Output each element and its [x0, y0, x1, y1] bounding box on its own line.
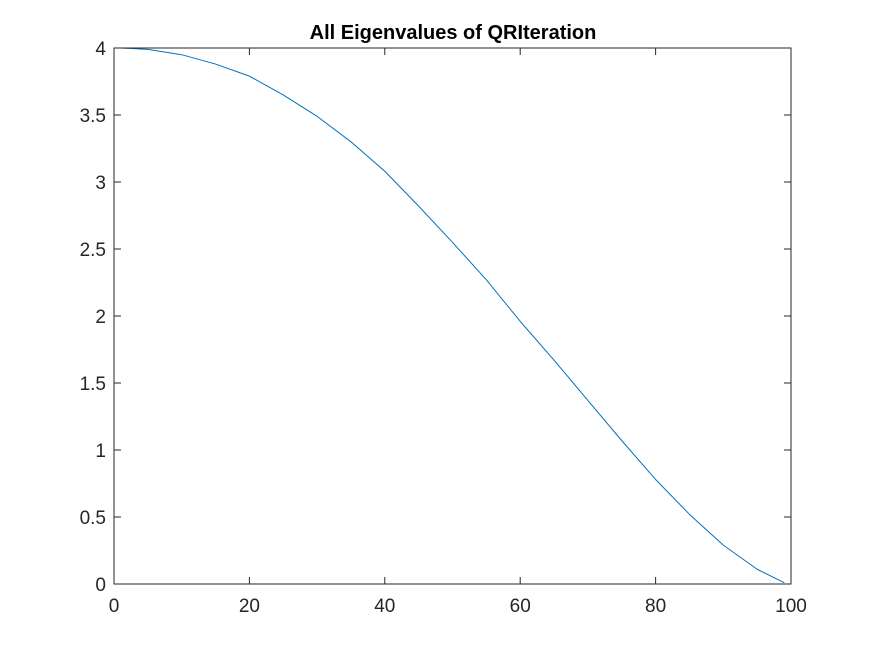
axes: 0 20 40 60 80 100 0 0.5 1 1.5 2 2.5 3 3.5 4 — [80, 39, 807, 617]
y-tick-label: 2.5 — [80, 240, 106, 261]
y-tick-label: 1.5 — [80, 374, 106, 395]
series-layer — [120, 47, 785, 584]
x-tick-label: 60 — [510, 596, 531, 617]
y-tick-label: 0.5 — [80, 508, 106, 529]
x-tick-label: 40 — [374, 596, 395, 617]
x-axis: 0 20 40 60 80 100 — [109, 48, 807, 617]
y-tick-label: 0 — [95, 575, 106, 596]
y-tick-label: 3 — [95, 173, 106, 194]
eigenvalue-line — [120, 47, 785, 584]
y-tick-label: 2 — [95, 307, 106, 328]
x-tick-label: 80 — [645, 596, 666, 617]
y-tick-label: 3.5 — [80, 106, 106, 127]
axes-box — [113, 47, 792, 585]
x-tick-label: 100 — [775, 596, 807, 617]
y-tick-label: 4 — [95, 39, 106, 60]
chart-title: All Eigenvalues of QRIteration — [310, 22, 597, 44]
x-tick-label: 0 — [109, 596, 120, 617]
y-axis: 0 0.5 1 1.5 2 2.5 3 3.5 4 — [80, 39, 791, 596]
plot-area — [114, 48, 791, 584]
x-tick-label: 20 — [239, 596, 260, 617]
y-tick-label: 1 — [95, 441, 106, 462]
